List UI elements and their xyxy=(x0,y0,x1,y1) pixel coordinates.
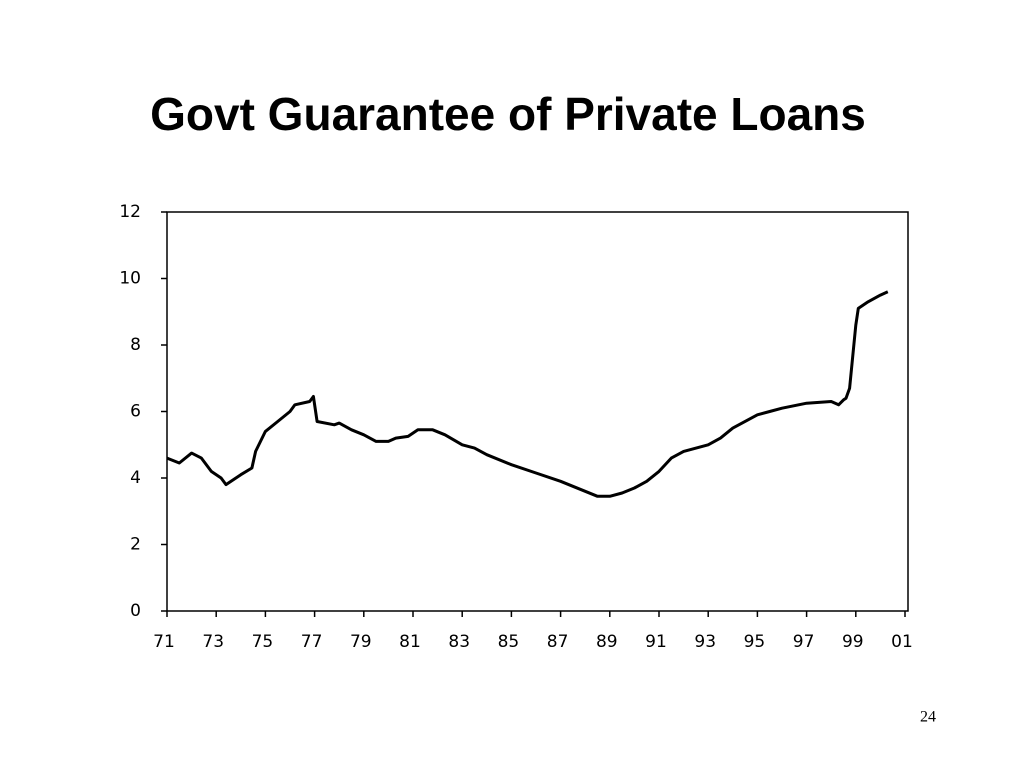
x-tick-label: 73 xyxy=(202,632,224,652)
chart-title: Govt Guarantee of Private Loans xyxy=(150,88,866,140)
x-tick-label: 75 xyxy=(252,632,274,652)
x-tick-label: 77 xyxy=(301,632,323,652)
x-tick-label: 99 xyxy=(842,632,864,652)
x-tick-label: 85 xyxy=(498,632,520,652)
y-tick-label: 8 xyxy=(130,335,141,355)
x-tick-label: 79 xyxy=(350,632,372,652)
y-tick-label: 2 xyxy=(130,535,141,555)
x-tick-label: 89 xyxy=(596,632,618,652)
x-tick-label: 93 xyxy=(694,632,716,652)
x-tick-label: 71 xyxy=(153,632,175,652)
plot-frame xyxy=(166,211,909,612)
x-tick-label: 87 xyxy=(547,632,569,652)
x-tick-label: 01 xyxy=(891,632,913,652)
x-tick-label: 97 xyxy=(793,632,815,652)
data-line xyxy=(166,290,889,498)
x-tick-label: 95 xyxy=(744,632,766,652)
y-tick-label: 4 xyxy=(130,468,141,488)
y-tick-label: 10 xyxy=(119,269,141,289)
page-number: 24 xyxy=(920,709,936,726)
y-tick-label: 0 xyxy=(130,601,141,621)
x-tick-label: 91 xyxy=(645,632,667,652)
y-tick-label: 6 xyxy=(130,402,141,422)
y-tick-label: 12 xyxy=(119,202,141,222)
x-tick-label: 81 xyxy=(399,632,421,652)
x-tick-label: 83 xyxy=(448,632,470,652)
